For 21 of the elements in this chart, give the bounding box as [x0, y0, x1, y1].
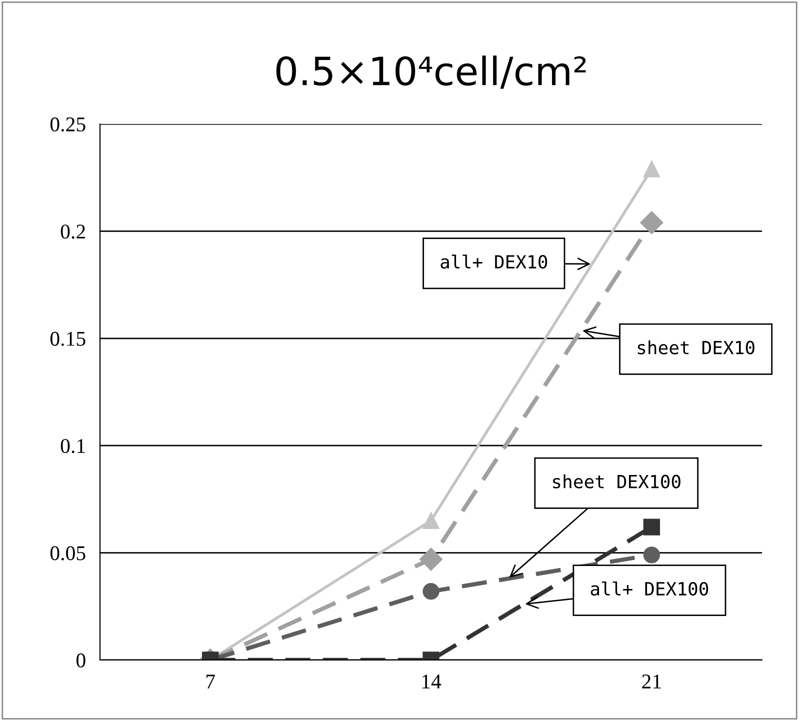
text: sheet DEX100 — [553, 474, 680, 488]
series-label: all+ DEX10 — [440, 254, 548, 269]
point — [643, 546, 660, 564]
point — [640, 211, 664, 234]
point — [422, 583, 440, 600]
chart-title: 0.5×10⁴cell/cm² — [276, 56, 586, 89]
x-tick-label: 7 — [206, 674, 215, 688]
text: sheet DEX10 — [638, 340, 754, 354]
point — [643, 160, 660, 178]
y-tick-label: 0.2 — [60, 224, 85, 239]
point — [422, 512, 440, 529]
x-tick-label: 14 — [422, 674, 442, 688]
y-tick-label: 0.25 — [50, 117, 86, 132]
y-tick-label: 0.1 — [60, 438, 85, 454]
x-tick-label: 21 — [642, 674, 661, 688]
point — [643, 518, 660, 536]
y-tick-label: 0 — [76, 653, 86, 668]
point — [420, 548, 442, 571]
y-tick-label: 0.05 — [50, 546, 86, 560]
series-label: all+ DEX100 — [590, 582, 708, 596]
y-tick-label: 0.15 — [50, 332, 86, 346]
